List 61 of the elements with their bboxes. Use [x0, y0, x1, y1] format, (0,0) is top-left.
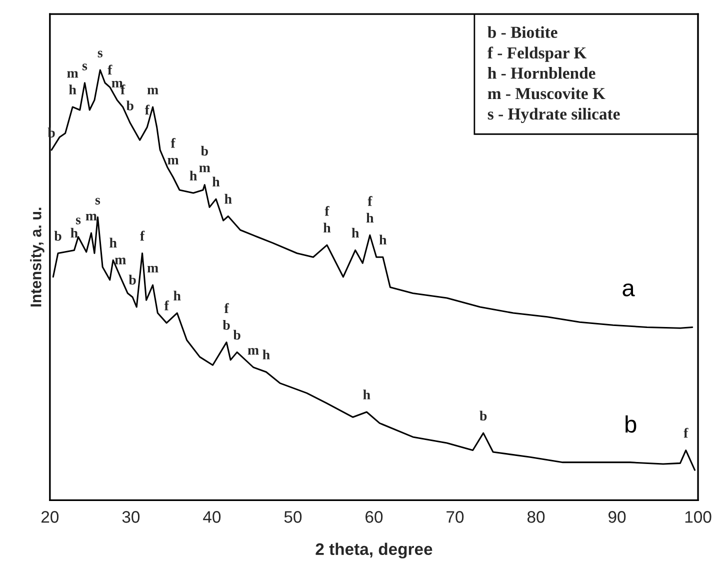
annotation: h - Hornblende [488, 67, 596, 79]
annotation: m [86, 214, 97, 220]
annotation: s [98, 50, 102, 58]
annotation: h [174, 290, 181, 300]
series-label: b [626, 415, 636, 433]
annotation: f [224, 303, 229, 313]
text: b - Biotite [488, 26, 558, 38]
annotation: h [262, 350, 270, 360]
annotation: h [69, 84, 76, 94]
annotation: b [480, 410, 487, 421]
annotation: h [363, 390, 370, 400]
annotation: s [82, 64, 88, 70]
annotation: b [222, 320, 230, 330]
x-tick-label: 40 [203, 511, 221, 523]
series-label: a [622, 283, 635, 296]
x-tick-label: 30 [122, 511, 140, 523]
annotation: h [323, 222, 331, 232]
x-axis-title: 2 theta, degree [316, 542, 432, 558]
annotation: h [379, 234, 387, 244]
annotation: b [233, 330, 240, 340]
annotation: h [224, 194, 232, 204]
annotation: b [54, 230, 62, 241]
annotation: h [190, 170, 197, 180]
annotation: s - Hydrate silicate [488, 108, 620, 124]
y-axis-title: Intensity, a. u. [30, 208, 44, 306]
x-tick-label: 90 [608, 511, 626, 523]
x-tick-label: 60 [366, 511, 383, 523]
annotation: m [112, 80, 123, 88]
annotation: f [140, 230, 145, 241]
annotation: b [126, 100, 134, 110]
x-tick-label: 20 [41, 511, 59, 523]
annotation: f [108, 64, 112, 75]
annotation: m [248, 348, 259, 355]
annotation: m - Muscovite K [488, 87, 606, 100]
annotation: m [147, 88, 158, 94]
x-tick-label: 80 [527, 511, 545, 523]
x-tick-label: 100 [685, 511, 712, 523]
annotation: f [144, 104, 150, 115]
annotation: h [110, 238, 117, 248]
annotation: m [199, 166, 210, 172]
annotation: s [76, 218, 81, 224]
x-tick-label: 70 [446, 511, 464, 523]
annotation: f [324, 206, 330, 216]
annotation: h [352, 228, 359, 238]
annotation: m [114, 258, 126, 264]
annotation: s [95, 198, 100, 205]
annotation: m [147, 266, 158, 272]
annotation: f [368, 196, 372, 206]
annotation: m [67, 71, 78, 78]
annotation: h [366, 212, 374, 222]
annotation: b [200, 146, 208, 156]
text: f - Feldspar K [488, 46, 586, 62]
annotation: f [164, 300, 170, 310]
annotation: f [120, 84, 126, 94]
annotation: f [684, 428, 688, 438]
annotation: h [70, 228, 78, 238]
annotation: h [212, 176, 220, 186]
annotation: f [170, 138, 176, 148]
annotation: b [128, 274, 136, 285]
annotation: m [168, 158, 179, 164]
x-tick-label: 50 [284, 511, 302, 523]
